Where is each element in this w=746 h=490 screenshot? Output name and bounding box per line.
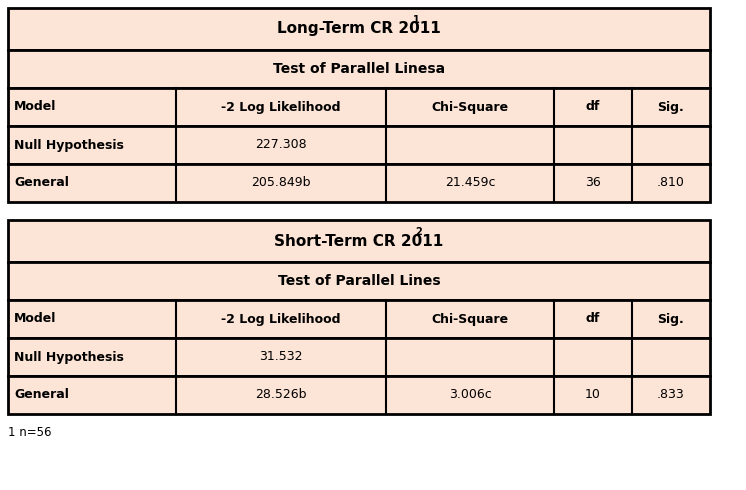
Text: Sig.: Sig. [658, 313, 684, 325]
Text: 10: 10 [585, 389, 601, 401]
Text: 31.532: 31.532 [260, 350, 303, 364]
Bar [8, 126, 710, 164]
Text: -2 Log Likelihood: -2 Log Likelihood [222, 313, 341, 325]
Bar [8, 8, 710, 50]
Text: .810: .810 [657, 176, 685, 190]
Text: Sig.: Sig. [658, 100, 684, 114]
Bar [8, 338, 710, 376]
Text: Null Hypothesis: Null Hypothesis [14, 350, 124, 364]
Bar [8, 300, 710, 338]
Text: 205.849b: 205.849b [251, 176, 311, 190]
Bar [8, 164, 710, 202]
Text: Chi-Square: Chi-Square [431, 100, 509, 114]
Text: df: df [586, 100, 601, 114]
Text: Long-Term CR 2011: Long-Term CR 2011 [277, 22, 441, 36]
Text: 36: 36 [585, 176, 601, 190]
Text: Test of Parallel Lines: Test of Parallel Lines [278, 274, 440, 288]
Text: Model: Model [14, 313, 57, 325]
Bar [8, 88, 710, 126]
Text: Null Hypothesis: Null Hypothesis [14, 139, 124, 151]
Text: Short-Term CR 2011: Short-Term CR 2011 [275, 234, 444, 248]
Text: 1: 1 [413, 15, 419, 25]
Text: Test of Parallel Linesa: Test of Parallel Linesa [273, 62, 445, 76]
Text: 1 n=56: 1 n=56 [8, 426, 51, 439]
Text: General: General [14, 176, 69, 190]
Text: -2 Log Likelihood: -2 Log Likelihood [222, 100, 341, 114]
Text: 227.308: 227.308 [255, 139, 307, 151]
Bar [8, 376, 710, 414]
Text: .833: .833 [657, 389, 685, 401]
Text: 28.526b: 28.526b [255, 389, 307, 401]
Text: 2: 2 [416, 227, 422, 237]
Text: General: General [14, 389, 69, 401]
Text: 21.459c: 21.459c [445, 176, 495, 190]
Text: Chi-Square: Chi-Square [431, 313, 509, 325]
Text: Model: Model [14, 100, 57, 114]
Text: 3.006c: 3.006c [448, 389, 492, 401]
Text: df: df [586, 313, 601, 325]
Bar [8, 262, 710, 300]
Bar [8, 220, 710, 262]
Bar [8, 50, 710, 88]
